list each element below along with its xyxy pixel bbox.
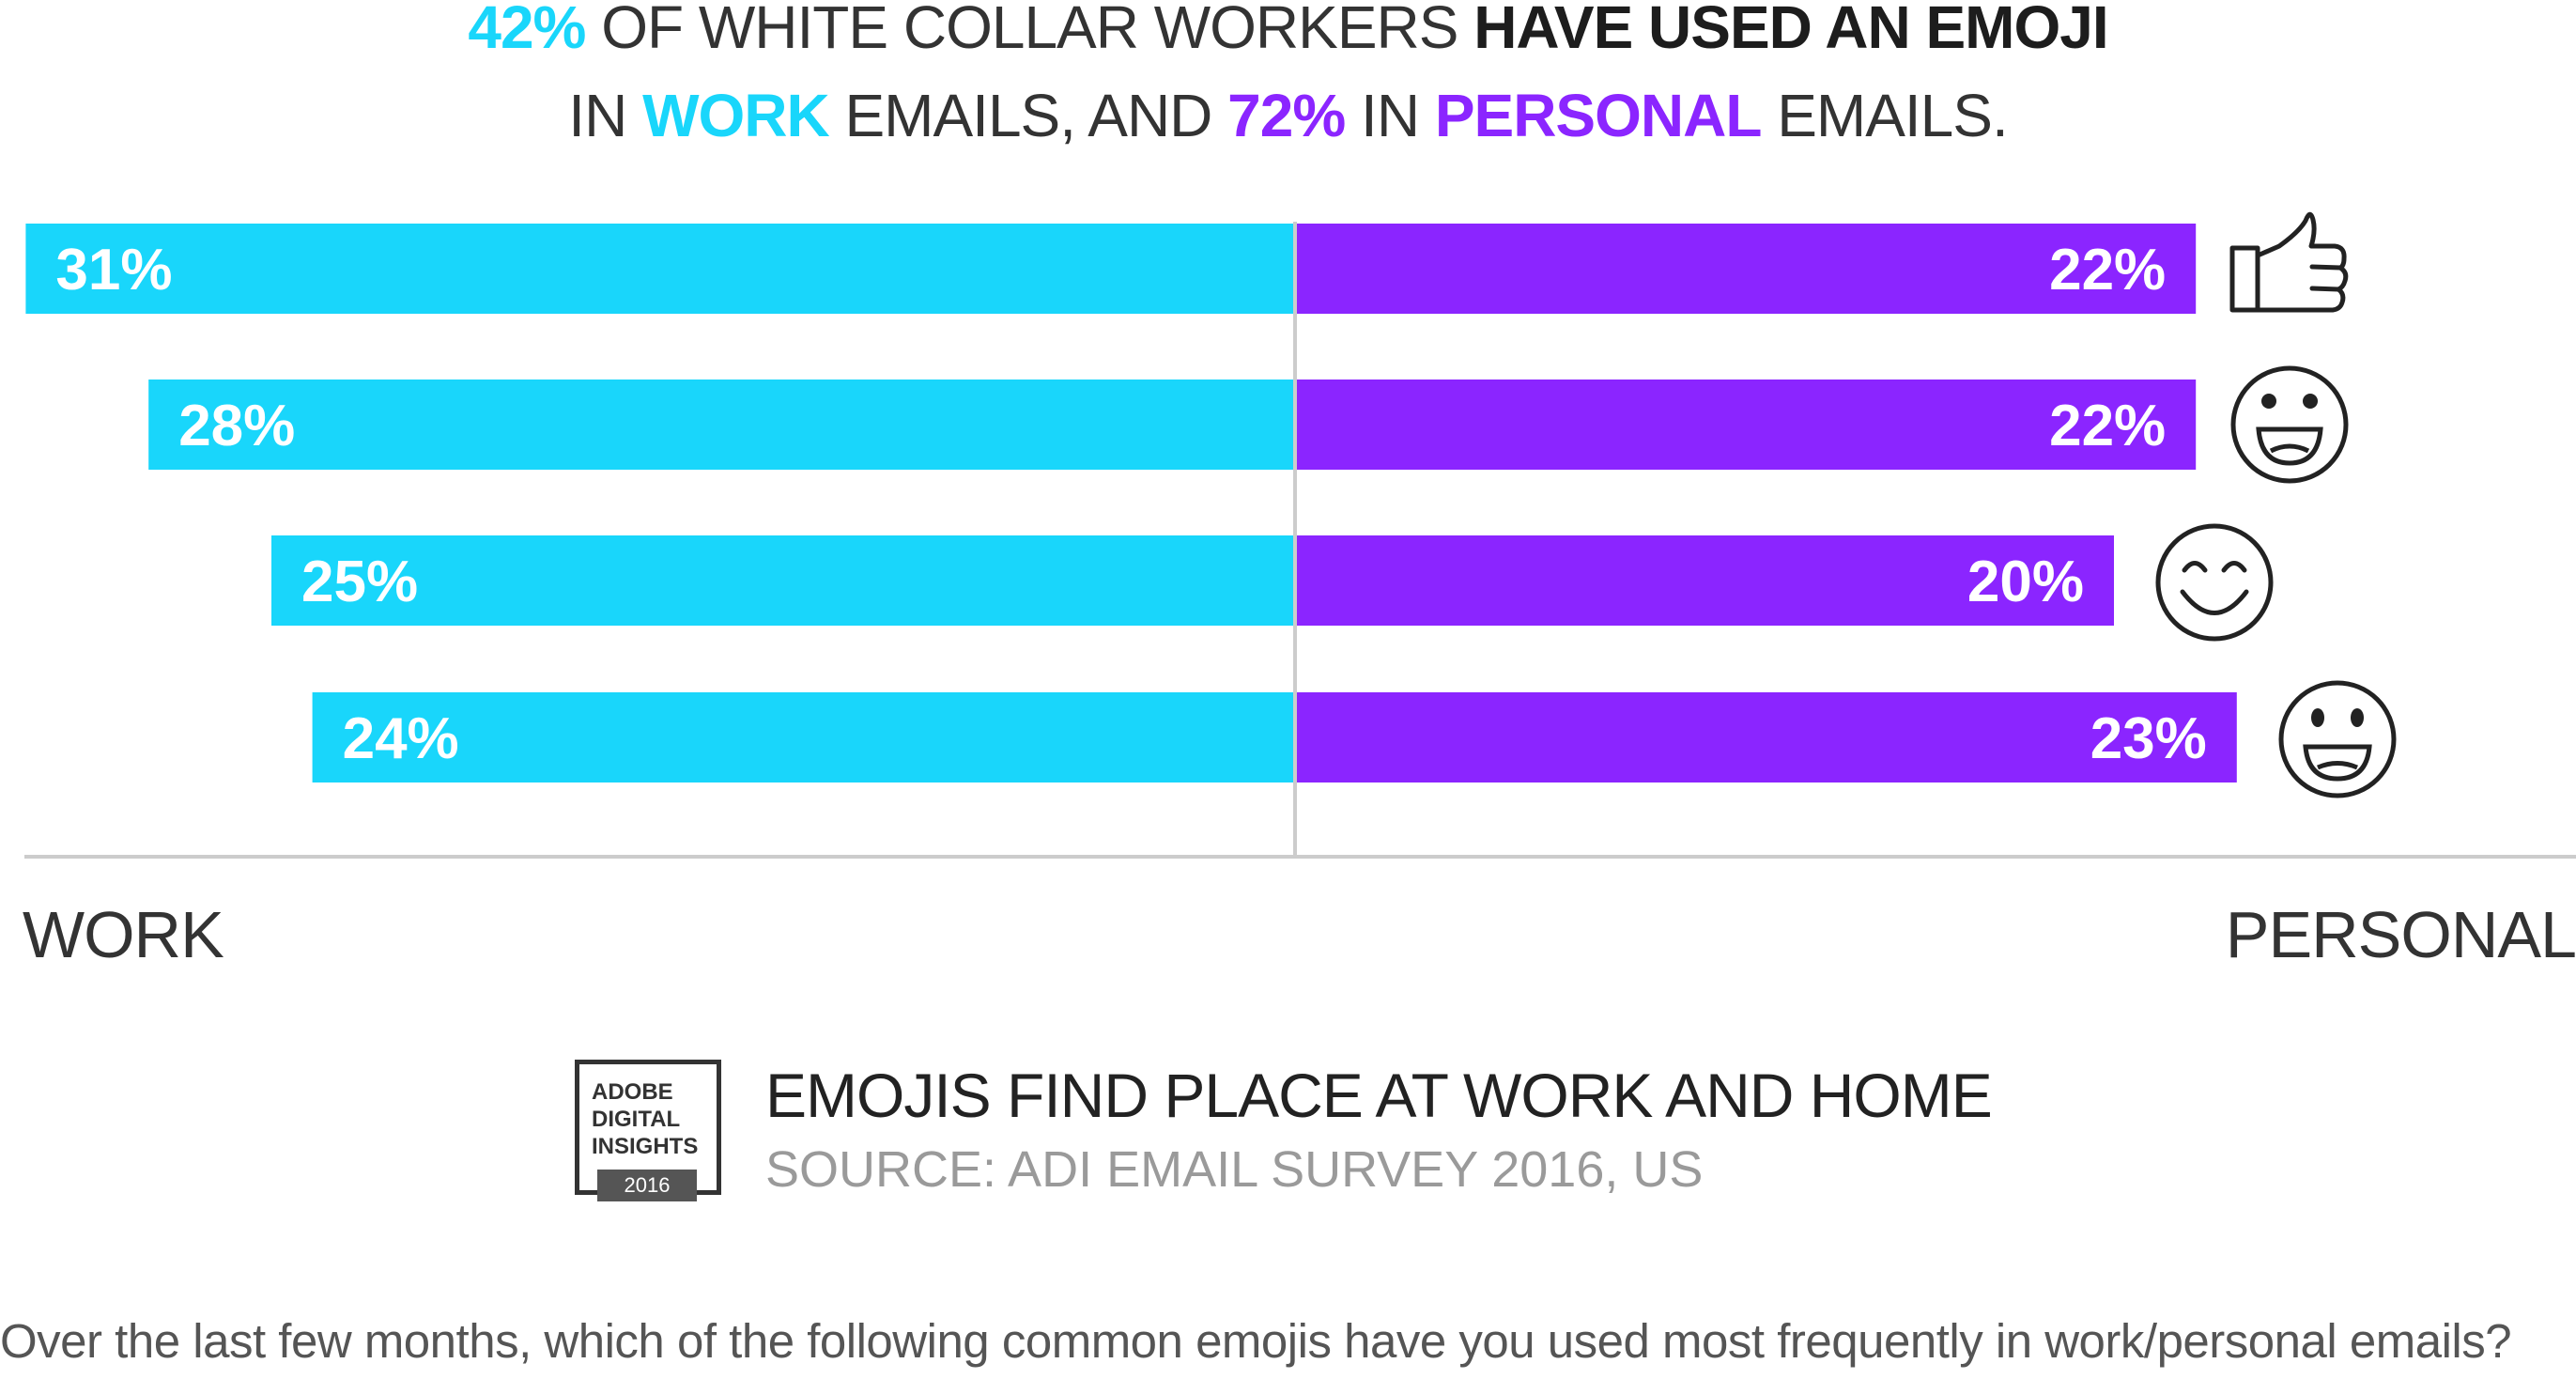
headline-personal-word: PERSONAL <box>1434 82 1763 149</box>
work-bar-1 <box>25 224 1295 314</box>
work-value-label-3: 25% <box>301 550 418 614</box>
smiling-face-icon <box>2278 680 2397 798</box>
personal-value-label-2: 22% <box>2049 394 2166 458</box>
personal-bar-2 <box>1295 380 2197 470</box>
personal-value-label-3: 20% <box>1967 550 2084 614</box>
logo-line-3: INSIGHTS <box>592 1134 699 1159</box>
headline-work-word: WORK <box>642 82 830 149</box>
survey-question: Over the last few months, which of the f… <box>0 1314 2512 1368</box>
work-bar-2 <box>148 380 1296 470</box>
credit-title: EMOJIS FIND PLACE AT WORK AND HOME <box>765 1061 1993 1130</box>
headline-line-1: 42% OF WHITE COLLAR WORKERS HAVE USED AN… <box>0 0 2576 71</box>
headline-bold-text: HAVE USED AN EMOJI <box>1473 0 2108 61</box>
headline-in: IN <box>1345 82 1435 149</box>
headline-personal-percent: 72% <box>1227 82 1346 149</box>
headline-line-2: IN WORK EMAILS, AND 72% IN PERSONAL EMAI… <box>0 71 2576 160</box>
smiling-closed-eyes-icon <box>2155 523 2274 642</box>
logo-line-2: DIGITAL <box>592 1107 681 1132</box>
headline-mid: EMAILS, AND <box>828 82 1228 149</box>
headline-suffix: EMAILS. <box>1761 82 2009 149</box>
diverging-bar-chart: 31% 22% 28% 22% 25% 20% 24% 23% <box>24 211 2576 859</box>
credit-source: SOURCE: ADI EMAIL SURVEY 2016, US <box>765 1141 1704 1198</box>
logo-text: ADOBE DIGITAL INSIGHTS <box>592 1078 698 1160</box>
grinning-face-icon <box>2230 365 2349 484</box>
work-bar-4 <box>312 692 1296 782</box>
icons-group <box>2155 211 2397 798</box>
logo-year: 2016 <box>597 1170 697 1201</box>
chart-headline: 42% OF WHITE COLLAR WORKERS HAVE USED AN… <box>0 0 2576 160</box>
x-axis-label-personal: PERSONAL <box>2225 898 2576 971</box>
personal-bar-1 <box>1295 224 2197 314</box>
personal-bar-4 <box>1295 692 2237 782</box>
adobe-digital-insights-logo: ADOBE DIGITAL INSIGHTS 2016 <box>575 1060 721 1202</box>
headline-work-percent: 42% <box>468 0 586 61</box>
logo-line-1: ADOBE <box>592 1079 673 1105</box>
bars-group: 31% 22% 28% 22% 25% 20% 24% 23% <box>25 224 2237 782</box>
personal-value-label-1: 22% <box>2049 238 2166 302</box>
work-bar-3 <box>271 535 1295 626</box>
x-axis-label-work: WORK <box>23 898 224 971</box>
work-value-label-1: 31% <box>55 238 172 302</box>
work-value-label-4: 24% <box>343 706 459 771</box>
personal-bar-3 <box>1295 535 2114 626</box>
headline-text: OF WHITE COLLAR WORKERS <box>585 0 1474 61</box>
headline-prefix: IN <box>568 82 643 149</box>
work-value-label-2: 28% <box>178 394 295 458</box>
personal-value-label-4: 23% <box>2090 706 2207 771</box>
thumbs-up-icon <box>2229 211 2349 313</box>
